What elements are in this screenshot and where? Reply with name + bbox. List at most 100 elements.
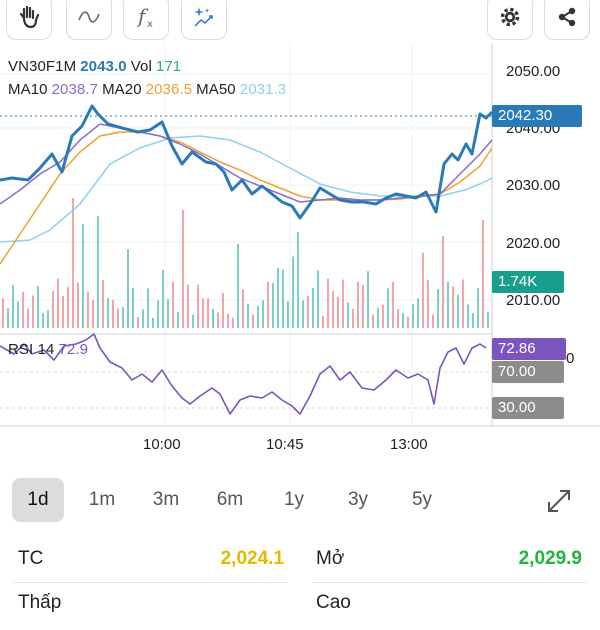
price-axis-label: 2030.00 [506,177,561,194]
volume-bars [2,198,489,328]
price-axis-label: 2050.00 [506,63,561,80]
period-selector: 1d 1m 3m 6m 1y 3y 5y [0,478,600,524]
volume-bar [162,269,164,328]
volume-bar [367,271,369,328]
gear-icon [500,7,520,27]
volume-bar [482,220,484,328]
volume-bar [62,296,64,328]
rsi-tag: 72.86 [492,338,566,360]
volume-bar [487,312,489,328]
volume-bar [362,284,364,328]
volume-bar [412,304,414,328]
volume-bar [287,301,289,328]
ai-chart-button[interactable] [181,0,227,40]
price-chart[interactable]: VN30F1M 2043.0 Vol 171 MA10 2038.7 MA20 2036.5… [0,44,600,460]
volume-bar [297,232,299,328]
volume-bar [322,315,324,328]
period-1d[interactable]: 1d [12,478,64,522]
volume-bar [302,300,304,328]
volume-bar [187,284,189,328]
high-label: Cao [316,592,351,613]
ma10-value: 2038.7 [51,81,99,98]
volume-bar [477,288,479,328]
volume-bar [7,308,9,328]
rsi-upper-tag: 70.00 [492,361,564,383]
open-label: Mở [316,548,345,569]
tc-label: TC [18,548,44,569]
volume-bar [117,308,119,328]
rsi-axis-label: 0 [566,350,575,367]
stats-row: TC 2,024.1 Mở 2,029.9 [0,538,600,580]
volume-bar [32,295,34,328]
volume-bar [417,298,419,328]
ma50-label: MA50 [196,81,236,98]
stats-divider [312,582,586,583]
rsi-legend: RSI 14 72.9 [8,341,92,358]
ma10-label: MA10 [8,81,48,98]
volume-bar [222,293,224,328]
volume-bar [202,298,204,328]
volume-bar [47,310,49,328]
volume-bar [352,308,354,328]
chart-toolbar: f x [0,0,600,44]
volume-bar [22,291,24,328]
volume-bar [227,313,229,328]
rsi-label: RSI 14 [8,341,55,358]
volume-bar [332,290,334,328]
volume-bar [372,314,374,328]
last-price-tag: 2042.30 [492,105,582,127]
volume-bar [177,311,179,328]
volume-bar [462,279,464,328]
hand-tool-button[interactable] [6,0,52,40]
volume-bar [447,281,449,328]
volume-bar [257,305,259,328]
time-axis-label: 10:00 [143,436,181,453]
volume-bar [57,278,59,328]
period-5y[interactable]: 5y [411,489,433,510]
volume-bar [37,285,39,328]
volume-bar [67,287,69,328]
volume-bar [252,314,254,328]
volume-bar [457,294,459,328]
volume-bar [312,287,314,328]
volume-bar [207,298,209,328]
ma-legend: MA10 2038.7 MA20 2036.5 MA50 2031.3 [8,81,290,98]
volume-bar [407,316,409,328]
open-value: 2,029.9 [518,548,582,569]
volume-bar [27,308,29,328]
volume-bar [107,298,109,328]
rsi-value: 72.9 [58,341,89,358]
draw-line-button[interactable] [66,0,112,40]
expand-icon[interactable] [544,486,574,516]
period-3y[interactable]: 3y [347,489,369,510]
volume-bar [267,281,269,328]
volume-bar [337,296,339,328]
volume-bar [292,256,294,328]
volume-bar [212,308,214,328]
tc-value: 2,024.1 [220,548,284,569]
volume-bar [232,317,234,328]
stats-row: Thấp Cao [0,588,600,630]
volume-bar [387,288,389,328]
volume-bar [17,301,19,328]
period-1y[interactable]: 1y [283,489,305,510]
share-button[interactable] [544,0,590,40]
volume-bar [137,317,139,328]
period-1m[interactable]: 1m [88,489,116,510]
volume-bar [262,300,264,328]
volume-bar [327,278,329,328]
function-icon: f x [136,4,153,30]
settings-button[interactable] [487,0,533,40]
volume-bar [422,252,424,328]
volume-bar [452,286,454,328]
volume-bar [122,307,124,328]
ma50-value: 2031.3 [239,81,287,98]
period-3m[interactable]: 3m [152,489,180,510]
indicators-button[interactable]: f x [123,0,169,40]
volume-bar [277,268,279,328]
volume-bar [377,307,379,328]
volume-bar [402,312,404,328]
volume-bar [182,210,184,328]
period-6m[interactable]: 6m [216,489,244,510]
symbol-price: 2043.0 [80,58,127,75]
